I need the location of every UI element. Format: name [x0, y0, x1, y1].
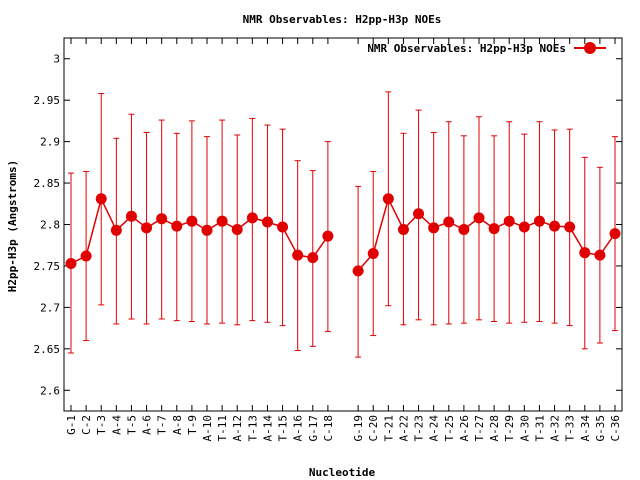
series-lines	[70, 196, 616, 272]
data-point	[579, 247, 591, 259]
x-tick-label: T-15	[277, 415, 290, 442]
data-point	[428, 222, 440, 234]
x-axis-ticks: G-1 C-2 T-3 A-4 T-5 A-6 T-7 A-8 T-9 A-10 T-11 A-12 T…	[65, 38, 622, 442]
x-tick-label: T-5	[125, 415, 138, 435]
x-tick-label: G-19	[352, 415, 365, 442]
y-tick-label: 2.85	[34, 177, 61, 190]
x-tick-label: C-18	[322, 415, 335, 442]
legend-label: NMR Observables: H2pp-H3p NOEs	[367, 42, 566, 55]
y-axis-label: H2pp-H3p (Angstroms)	[6, 160, 19, 292]
x-tick-label: G-17	[307, 415, 320, 442]
x-tick-label: T-3	[95, 415, 108, 435]
x-tick-label: T-11	[216, 415, 229, 442]
data-point	[549, 220, 561, 232]
y-tick-label: 2.65	[34, 343, 61, 356]
data-point	[231, 223, 243, 235]
data-point	[382, 193, 394, 205]
x-tick-label: T-13	[246, 415, 259, 442]
x-tick-label: T-7	[156, 415, 169, 435]
x-tick-label: C-36	[609, 415, 622, 442]
x-tick-label: T-29	[503, 415, 516, 442]
x-tick-label: A-26	[458, 415, 471, 442]
x-tick-label: A-28	[488, 415, 501, 442]
data-point	[277, 221, 289, 233]
data-point	[518, 221, 530, 233]
data-point	[125, 210, 137, 222]
data-point	[292, 249, 304, 261]
data-point	[141, 222, 153, 234]
data-point	[246, 212, 258, 224]
data-point	[216, 215, 228, 227]
x-tick-label: C-2	[80, 415, 93, 435]
y-axis-ticks: 2.6 2.65 2.7 2.75 2.8 2.85 2.9 2.95 3	[34, 53, 622, 397]
data-point	[488, 223, 500, 235]
data-point	[473, 212, 485, 224]
data-point	[352, 265, 364, 277]
x-tick-label: A-24	[428, 415, 441, 442]
y-tick-label: 3	[53, 53, 60, 66]
data-point	[322, 230, 334, 242]
data-point	[564, 221, 576, 233]
y-tick-label: 2.8	[40, 219, 60, 232]
data-point	[609, 228, 621, 240]
data-point	[307, 252, 319, 264]
data-point	[110, 224, 122, 236]
x-tick-label: G-1	[65, 415, 78, 435]
data-point	[503, 215, 515, 227]
y-tick-label: 2.75	[34, 260, 61, 273]
y-tick-label: 2.6	[40, 384, 60, 397]
x-tick-label: T-23	[413, 415, 426, 442]
data-point	[156, 213, 168, 225]
data-point	[95, 193, 107, 205]
x-tick-label: T-21	[382, 415, 395, 442]
y-tick-label: 2.9	[40, 136, 60, 149]
data-point	[458, 223, 470, 235]
x-tick-label: A-12	[231, 415, 244, 442]
x-tick-label: T-33	[564, 415, 577, 442]
x-tick-label: A-32	[549, 415, 562, 442]
x-tick-label: T-27	[473, 415, 486, 442]
y-tick-label: 2.7	[40, 301, 60, 314]
data-point	[80, 250, 92, 262]
x-tick-label: T-31	[533, 415, 546, 442]
series-line	[357, 196, 616, 272]
data-point	[186, 215, 198, 227]
series-line	[70, 196, 329, 265]
data-point	[261, 216, 273, 228]
data-point	[367, 248, 379, 260]
x-tick-label: A-10	[201, 415, 214, 442]
x-tick-label: A-22	[397, 415, 410, 442]
x-tick-label: T-25	[443, 415, 456, 442]
y-tick-label: 2.95	[34, 94, 61, 107]
data-point	[594, 249, 606, 261]
x-tick-label: C-20	[367, 415, 380, 442]
x-tick-label: A-14	[261, 415, 274, 442]
chart-title: NMR Observables: H2pp-H3p NOEs	[243, 13, 442, 26]
data-point	[443, 216, 455, 228]
data-point	[533, 215, 545, 227]
data-points	[65, 193, 621, 277]
legend-marker	[584, 42, 596, 54]
data-point	[413, 208, 425, 220]
x-tick-label: A-8	[171, 415, 184, 435]
x-axis-label: Nucleotide	[309, 466, 376, 479]
x-tick-label: T-9	[186, 415, 199, 435]
x-tick-label: A-6	[141, 415, 154, 435]
data-point	[171, 220, 183, 232]
x-tick-label: A-4	[110, 415, 123, 435]
data-point	[65, 257, 77, 269]
data-point	[397, 223, 409, 235]
x-tick-label: G-35	[594, 415, 607, 442]
x-tick-label: A-16	[292, 415, 305, 442]
x-tick-label: A-34	[579, 415, 592, 442]
data-point	[201, 224, 213, 236]
x-tick-label: A-30	[518, 415, 531, 442]
legend: NMR Observables: H2pp-H3p NOEs	[367, 42, 606, 55]
